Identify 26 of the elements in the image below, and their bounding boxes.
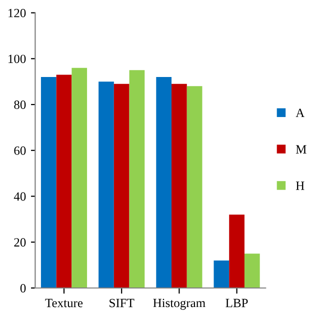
bar [186,86,202,288]
x-tick-label: Histogram [153,298,206,310]
bar [98,82,114,288]
bar [229,214,244,288]
legend-label: H [296,182,304,190]
x-tick-label: SIFT [110,298,134,308]
x-tick-label: LBP [226,298,248,308]
x-tick-label: Texture [45,298,83,308]
bar [156,77,172,288]
bar [244,254,260,288]
y-tick-label: 60 [14,146,26,155]
bar [214,260,230,288]
bar [172,84,187,288]
bar [72,68,88,288]
bar [129,70,145,288]
legend-label: M [296,145,306,154]
y-tick-label: 80 [14,100,26,109]
bar [114,84,130,288]
y-tick-label: 20 [14,238,26,247]
y-tick-label: 120 [8,8,26,18]
y-tick-label: 40 [14,192,26,201]
y-tick-label: 100 [8,54,26,64]
y-tick-label: 0 [20,284,26,292]
bar [40,77,56,288]
legend-label: A [296,108,305,118]
bar [56,74,72,288]
